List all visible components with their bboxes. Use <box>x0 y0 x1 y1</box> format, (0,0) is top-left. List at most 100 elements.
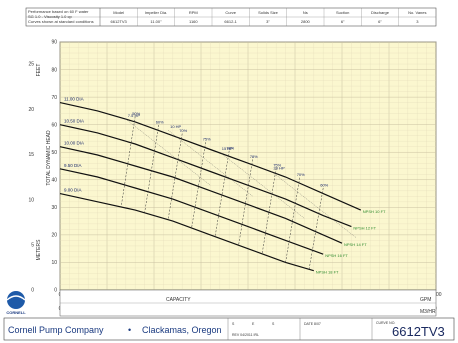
header-col-label: Ns <box>303 10 308 15</box>
head-curve-1 <box>59 124 352 228</box>
efficiency-line <box>144 124 159 213</box>
npsh-label: NPSH 16 FT <box>325 253 348 258</box>
header-note-1: Performance based on 60 F water <box>28 9 89 14</box>
header-col-value: 6612-1 <box>224 19 237 24</box>
footer: CORNELL Cornell Pump Company • Clackamas… <box>3 291 455 341</box>
head-curve-3 <box>59 168 324 255</box>
y-tick-meters: 25 <box>28 62 34 68</box>
header-col-value: 6" <box>378 19 382 24</box>
power-label: 20 HP <box>274 166 285 171</box>
npsh-label: NPSH 12 FT <box>353 226 376 231</box>
efficiency-label: 78% <box>250 154 258 159</box>
y-tick-label: 40 <box>51 177 57 183</box>
header-col-label: Solids Size <box>258 10 279 15</box>
company-name: Cornell Pump Company <box>8 325 104 335</box>
efficiency-label: 70% <box>297 172 305 177</box>
header-col-label: Model <box>113 10 124 15</box>
head-curve-label: 10.50 DIA <box>64 119 84 124</box>
y-tick-label: 50 <box>51 150 57 156</box>
y-tick-label: 20 <box>51 233 57 239</box>
header-col-value: 11.00" <box>150 19 162 24</box>
efficiency-line <box>191 142 206 229</box>
efficiency-label: 75% <box>273 163 281 168</box>
y-tick-meters: 5 <box>31 242 34 248</box>
header-col-value: 6" <box>341 19 345 24</box>
header-col-label: Impeller Dia. <box>145 10 167 15</box>
footer-model: 6612TV3 <box>392 324 445 339</box>
head-curves: 11.00 DIA 10.50 DIA 10.00 DIA 9.50 DIA 9.00 … <box>59 97 362 272</box>
footer-date: DATE 8/07 <box>304 322 321 326</box>
header-note-3: Curves shown at standard conditions <box>28 19 94 24</box>
header-table: Performance based on 60 F water SG 1.0 -… <box>25 7 437 27</box>
y-tick-label: 30 <box>51 205 57 211</box>
y-tick-label: 60 <box>51 122 57 128</box>
y-tick-meters: 15 <box>28 152 34 158</box>
power-label: 7.5 HP <box>128 113 141 118</box>
y-axis-title: TOTAL DYNAMIC HEAD <box>46 130 52 186</box>
efficiency-curves: 50% 60% 70% 75% 78% 78% 75% 70% 60% <box>120 111 329 270</box>
header-col-label: No. Vanes <box>408 10 426 15</box>
header-col-value: 1160 <box>189 19 198 24</box>
footer-separator: • <box>128 325 131 335</box>
head-curve-label: 9.50 DIA <box>64 163 82 168</box>
head-curve-4 <box>59 193 314 272</box>
head-curve-0 <box>59 102 362 211</box>
logo-text: CORNELL <box>6 310 26 315</box>
head-curve-label: 10.00 DIA <box>64 141 84 146</box>
power-curves: 7.5 HP 10 HP 15 HP 20 HP <box>125 113 357 238</box>
power-label: 15 HP <box>222 146 233 151</box>
y-tick-label: 90 <box>51 40 57 46</box>
footer-field-2: E <box>252 322 255 326</box>
footer-curve-no: CURVE NO. <box>376 321 395 325</box>
efficiency-label: 75% <box>203 137 211 142</box>
head-curve-label: 11.00 DIA <box>64 97 84 102</box>
left-axis-titles: TOTAL DYNAMIC HEAD FEET METERS <box>36 64 52 261</box>
efficiency-label: 70% <box>179 128 187 133</box>
y-tick-label: 0 <box>54 288 57 294</box>
y-tick-meters: 0 <box>31 288 34 294</box>
y-tick-label: 80 <box>51 67 57 73</box>
header-col-value: 3" <box>266 19 270 24</box>
x-axis-title: CAPACITY <box>166 297 191 303</box>
npsh-labels: NPSH 10 FT NPSH 12 FT NPSH 14 FT NPSH 16 FT… <box>316 209 386 275</box>
footer-field-1: S <box>232 322 235 326</box>
efficiency-label: 50% <box>132 111 140 116</box>
npsh-label: NPSH 18 FT <box>316 270 339 275</box>
efficiency-label: 60% <box>320 183 328 188</box>
y-tick-label: 10 <box>51 260 57 266</box>
footer-field-3: S <box>272 322 275 326</box>
x-units-m3hr: M3/HR <box>420 309 436 315</box>
lower-scales: CAPACITY GPM M3/HR <box>59 289 437 317</box>
header-col-label: Discharge <box>371 10 390 15</box>
power-label: 10 HP <box>170 124 181 129</box>
efficiency-line <box>214 150 230 237</box>
x-units-gpm: GPM <box>420 297 431 303</box>
efficiency-label: 60% <box>156 120 164 125</box>
y-tick-label: 70 <box>51 95 57 101</box>
header-col-value: 6612TV3 <box>111 19 128 24</box>
efficiency-line <box>238 159 253 246</box>
cornell-logo: CORNELL <box>6 291 26 315</box>
y-units-feet: FEET <box>36 64 42 77</box>
efficiency-line <box>120 116 136 208</box>
header-col-value: 3 <box>416 19 419 24</box>
efficiency-line <box>261 168 277 254</box>
footer-rev: REV 04/2011 IRL <box>232 333 259 337</box>
header-col-label: RPM <box>189 10 198 15</box>
company-location: Clackamas, Oregon <box>142 325 222 335</box>
npsh-label: NPSH 14 FT <box>344 242 367 247</box>
y-tick-meters: 20 <box>28 107 34 113</box>
header-col-value: 2800 <box>301 19 311 24</box>
head-curve-label: 9.00 DIA <box>64 188 82 193</box>
header-col-label: Curve <box>225 10 236 15</box>
header-col-label: Suction <box>336 10 349 15</box>
y-units-meters: METERS <box>36 239 42 261</box>
y-tick-meters: 10 <box>28 197 34 203</box>
efficiency-label: 78% <box>226 145 234 150</box>
efficiency-line <box>167 133 183 220</box>
plot-area <box>59 41 437 291</box>
header-note-2: SG 1.0 - Viscosity 1.0 cp <box>28 14 72 19</box>
npsh-label: NPSH 10 FT <box>363 209 386 214</box>
head-curve-2 <box>59 146 343 244</box>
